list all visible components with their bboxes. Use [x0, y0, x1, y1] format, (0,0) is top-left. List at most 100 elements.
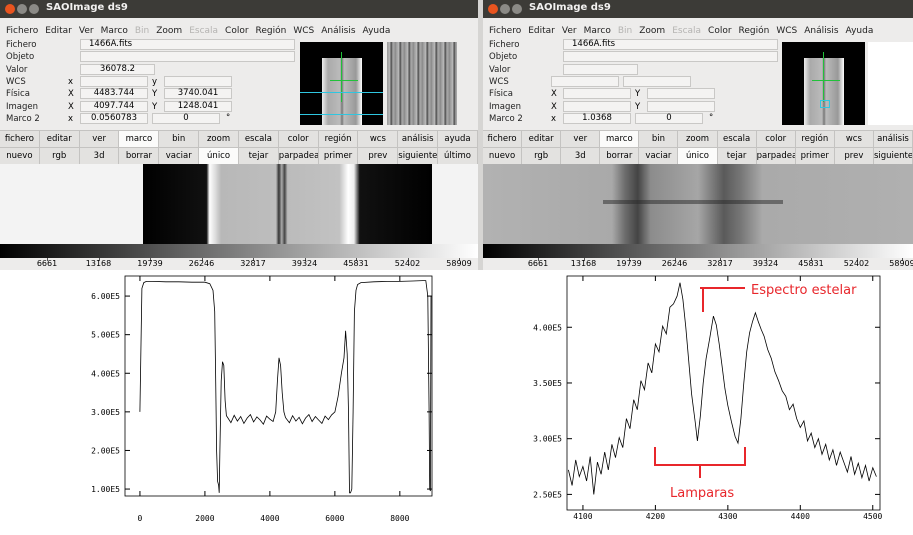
- button[interactable]: último: [438, 148, 478, 164]
- button[interactable]: color: [278, 131, 319, 147]
- button[interactable]: color: [756, 131, 796, 147]
- button[interactable]: 3d: [79, 148, 120, 164]
- button[interactable]: tejar: [717, 148, 757, 164]
- button[interactable]: siguiente: [398, 148, 439, 164]
- button-row: fichero editar ver marco bin zoom escala color r…: [483, 130, 913, 147]
- minimize-button[interactable]: [17, 4, 27, 14]
- button[interactable]: primer: [318, 148, 359, 164]
- info-label: Valor: [489, 64, 511, 75]
- button[interactable]: análisis: [873, 131, 913, 147]
- y-tick-label: 1.00E5: [91, 485, 120, 494]
- axis-letter: X: [551, 101, 557, 112]
- y-tick-label: 3.00E5: [533, 435, 562, 444]
- menu-item[interactable]: Región: [255, 26, 287, 36]
- menu-item[interactable]: WCS: [293, 26, 315, 36]
- button[interactable]: único: [199, 148, 239, 164]
- menu-bar: Fichero Editar Ver Marco Bin Zoom Escala Color R…: [483, 18, 913, 37]
- menu-item[interactable]: Bin: [134, 26, 150, 36]
- menu-item[interactable]: Análisis: [804, 26, 839, 36]
- menu-item[interactable]: Ver: [78, 26, 94, 36]
- button[interactable]: zoom: [199, 131, 239, 147]
- maximize-button[interactable]: [512, 4, 522, 14]
- close-button[interactable]: [5, 4, 15, 14]
- y-tick-label: 6.00E5: [91, 292, 120, 301]
- button[interactable]: wcs: [834, 131, 874, 147]
- button[interactable]: escala: [717, 131, 757, 147]
- button[interactable]: siguiente: [873, 148, 913, 164]
- button[interactable]: rgb: [39, 148, 80, 164]
- minimize-button[interactable]: [500, 4, 510, 14]
- menu-item[interactable]: Editar: [45, 26, 72, 36]
- info-field: [551, 75, 619, 87]
- menu-item[interactable]: Bin: [617, 26, 633, 36]
- menu-item[interactable]: Ayuda: [362, 26, 391, 36]
- button[interactable]: región: [318, 131, 359, 147]
- ds9-window: SAOImage ds9 Fichero Editar Ver Marco Bin Zoom…: [0, 0, 478, 270]
- maximize-button[interactable]: [29, 4, 39, 14]
- button[interactable]: rgb: [522, 148, 562, 164]
- button[interactable]: tejar: [238, 148, 279, 164]
- menu-item[interactable]: WCS: [776, 26, 798, 36]
- window-title: SAOImage ds9: [529, 2, 611, 13]
- button[interactable]: vaciar: [159, 148, 200, 164]
- button[interactable]: ver: [561, 131, 601, 147]
- menu-item[interactable]: Ver: [561, 26, 577, 36]
- button[interactable]: borrar: [119, 148, 160, 164]
- axis-letter: Y: [152, 89, 158, 100]
- button[interactable]: fichero: [0, 131, 40, 147]
- button[interactable]: escala: [238, 131, 279, 147]
- info-field: [647, 88, 715, 100]
- button[interactable]: parpadear: [756, 148, 796, 164]
- button[interactable]: análisis: [398, 131, 439, 147]
- menu-item[interactable]: Editar: [528, 26, 555, 36]
- button[interactable]: nuevo: [483, 148, 523, 164]
- menu-item[interactable]: Color: [225, 26, 249, 36]
- menu-item[interactable]: Fichero: [6, 26, 39, 36]
- button[interactable]: ver: [79, 131, 120, 147]
- button[interactable]: región: [795, 131, 835, 147]
- button[interactable]: editar: [522, 131, 562, 147]
- button[interactable]: prev: [834, 148, 874, 164]
- button[interactable]: vaciar: [639, 148, 679, 164]
- colorbar-label: 6661: [36, 259, 58, 268]
- menu-item[interactable]: Escala: [189, 26, 219, 36]
- menu-item[interactable]: Zoom: [156, 26, 183, 36]
- button[interactable]: primer: [795, 148, 835, 164]
- menu-item[interactable]: Ayuda: [845, 26, 874, 36]
- button[interactable]: bin: [159, 131, 200, 147]
- button[interactable]: nuevo: [0, 148, 40, 164]
- button[interactable]: editar: [39, 131, 80, 147]
- plot-frame: [124, 275, 433, 497]
- menu-item[interactable]: Fichero: [489, 26, 522, 36]
- menu-item[interactable]: Marco: [583, 26, 611, 36]
- button[interactable]: 3d: [561, 148, 601, 164]
- menu-item[interactable]: Zoom: [639, 26, 666, 36]
- button[interactable]: bin: [639, 131, 679, 147]
- button[interactable]: parpadear: [278, 148, 319, 164]
- button[interactable]: único: [678, 148, 718, 164]
- menu-item[interactable]: Color: [708, 26, 732, 36]
- menu-item[interactable]: Análisis: [321, 26, 356, 36]
- button[interactable]: zoom: [678, 131, 718, 147]
- menu-item[interactable]: Marco: [100, 26, 128, 36]
- info-label: WCS: [6, 76, 26, 87]
- button[interactable]: marco: [600, 131, 640, 147]
- button[interactable]: fichero: [483, 131, 523, 147]
- colorbar-label: 26246: [661, 259, 688, 268]
- colorbar-label: 13168: [85, 259, 112, 268]
- info-field: [80, 75, 148, 87]
- menu-item[interactable]: Región: [738, 26, 770, 36]
- close-button[interactable]: [488, 4, 498, 14]
- colorbar-tick: [856, 258, 858, 261]
- button[interactable]: ayuda: [438, 131, 478, 147]
- x-tick-label: 4200: [646, 512, 665, 521]
- button[interactable]: borrar: [600, 148, 640, 164]
- menu-item[interactable]: Escala: [672, 26, 702, 36]
- button[interactable]: wcs: [358, 131, 399, 147]
- button[interactable]: marco: [119, 131, 160, 147]
- info-field: 1466A.fits: [80, 39, 295, 50]
- spectrum-line: [603, 200, 783, 204]
- panner-image: [804, 58, 844, 125]
- button[interactable]: prev: [358, 148, 399, 164]
